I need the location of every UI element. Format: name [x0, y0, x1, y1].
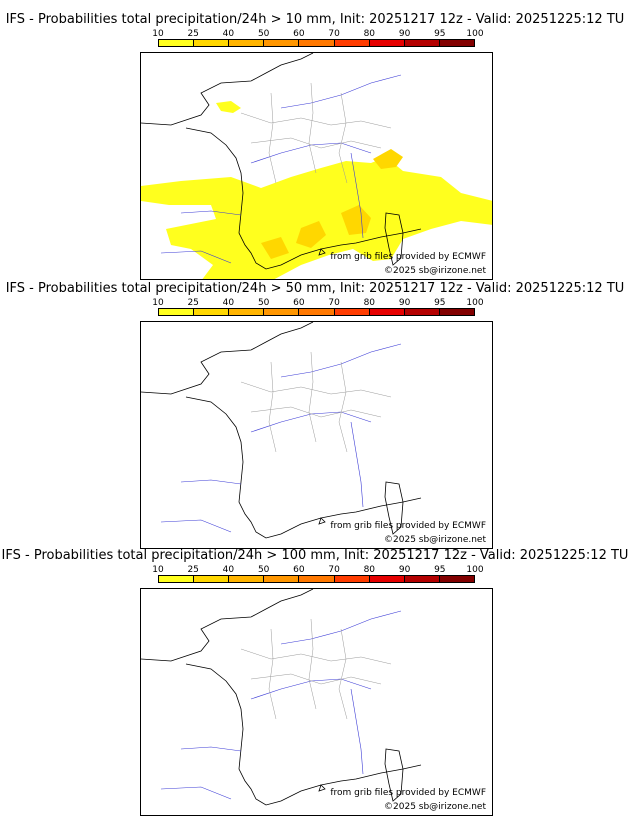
coastline	[141, 589, 422, 806]
colorbar-swatch	[299, 576, 335, 582]
rivers	[160, 343, 402, 533]
admin-boundaries	[240, 351, 392, 453]
colorbar-swatch	[334, 576, 370, 582]
colorbar-tick: 90	[398, 298, 411, 308]
colorbar-ticks: 10 25 40 50 60 70 80 90 95 100	[152, 565, 483, 575]
colorbar-swatch	[194, 309, 230, 315]
copyright-credit: ©2025 sb@irizone.net	[384, 535, 486, 545]
colorbar-tick: 95	[434, 298, 446, 308]
panel-title: IFS - Probabilities total precipitation/…	[5, 281, 625, 296]
colorbar-tick: 50	[257, 298, 270, 308]
colorbar-swatch	[264, 576, 300, 582]
colorbar-tick: 10	[152, 565, 164, 575]
colorbar-swatch	[439, 309, 474, 315]
admin-boundaries	[240, 82, 392, 184]
map-graphic	[141, 53, 492, 279]
colorbar	[158, 308, 475, 316]
colorbar-tick: 80	[363, 298, 376, 308]
copyright-credit: ©2025 sb@irizone.net	[384, 802, 486, 812]
colorbar-tick: 70	[328, 565, 340, 575]
colorbar-ticks: 10 25 40 50 60 70 80 90 95 100	[152, 29, 483, 39]
precip-map: from grib files provided by ECMWF ©2025 …	[140, 52, 493, 280]
colorbar-swatch	[264, 40, 300, 46]
colorbar-swatch	[439, 40, 474, 46]
coastline	[141, 53, 422, 270]
colorbar-tick: 40	[222, 29, 235, 39]
panel-title: IFS - Probabilities total precipitation/…	[1, 548, 629, 563]
map-graphic	[141, 589, 422, 806]
colorbar-swatch	[369, 309, 405, 315]
colorbar-swatch	[159, 309, 195, 315]
rivers	[160, 610, 402, 800]
colorbar-tick: 50	[257, 565, 270, 575]
colorbar-swatch	[404, 576, 440, 582]
colorbar-tick: 40	[222, 298, 235, 308]
source-credit: from grib files provided by ECMWF	[330, 521, 486, 531]
colorbar-swatch	[229, 309, 265, 315]
colorbar-swatch	[159, 576, 195, 582]
colorbar-tick: 70	[328, 29, 340, 39]
colorbar-tick: 25	[187, 298, 199, 308]
colorbar-tick: 95	[434, 565, 446, 575]
colorbar-swatch	[404, 309, 440, 315]
colorbar-tick: 90	[398, 565, 411, 575]
colorbar-swatch	[229, 40, 265, 46]
colorbar-swatch	[194, 576, 230, 582]
rivers	[160, 74, 402, 264]
colorbar-tick: 70	[328, 298, 340, 308]
colorbar-swatch	[229, 576, 265, 582]
colorbar-tick: 60	[293, 565, 305, 575]
precip-map: from grib files provided by ECMWF ©2025 …	[140, 321, 493, 549]
colorbar-swatch	[334, 309, 370, 315]
colorbar-swatch	[404, 40, 440, 46]
colorbar-ticks: 10 25 40 50 60 70 80 90 95 100	[152, 298, 483, 308]
colorbar-swatch	[159, 40, 195, 46]
colorbar-swatch	[369, 576, 405, 582]
coastline	[141, 322, 422, 539]
colorbar-tick: 95	[434, 29, 446, 39]
colorbar-tick: 50	[257, 29, 270, 39]
colorbar-swatch	[439, 576, 474, 582]
colorbar-swatch	[334, 40, 370, 46]
colorbar-swatch	[264, 309, 300, 315]
colorbar-tick: 40	[222, 565, 235, 575]
colorbar-tick: 80	[363, 29, 376, 39]
source-credit: from grib files provided by ECMWF	[330, 788, 486, 798]
colorbar-tick: 100	[466, 565, 484, 575]
colorbar-swatch	[299, 40, 335, 46]
colorbar-tick: 60	[293, 29, 305, 39]
map-graphic	[141, 322, 422, 539]
panel-title: IFS - Probabilities total precipitation/…	[5, 12, 625, 27]
colorbar-swatch	[369, 40, 405, 46]
colorbar-swatch	[194, 40, 230, 46]
colorbar-tick: 100	[466, 298, 484, 308]
source-credit: from grib files provided by ECMWF	[330, 252, 486, 262]
precip-overlay	[141, 101, 492, 279]
colorbar-tick: 25	[187, 29, 199, 39]
panel-50mm: IFS - Probabilities total precipitation/…	[0, 281, 630, 549]
panel-100mm: IFS - Probabilities total precipitation/…	[0, 548, 630, 816]
colorbar-tick: 80	[363, 565, 376, 575]
precip-map: from grib files provided by ECMWF ©2025 …	[140, 588, 493, 816]
colorbar-tick: 90	[398, 29, 411, 39]
colorbar-tick: 60	[293, 298, 305, 308]
colorbar-tick: 100	[466, 29, 484, 39]
colorbar-tick: 10	[152, 298, 164, 308]
panel-10mm: IFS - Probabilities total precipitation/…	[0, 12, 630, 280]
colorbar-tick: 10	[152, 29, 164, 39]
colorbar	[158, 575, 475, 583]
admin-boundaries	[240, 618, 392, 720]
copyright-credit: ©2025 sb@irizone.net	[384, 266, 486, 276]
colorbar	[158, 39, 475, 47]
colorbar-swatch	[299, 309, 335, 315]
colorbar-tick: 25	[187, 565, 199, 575]
